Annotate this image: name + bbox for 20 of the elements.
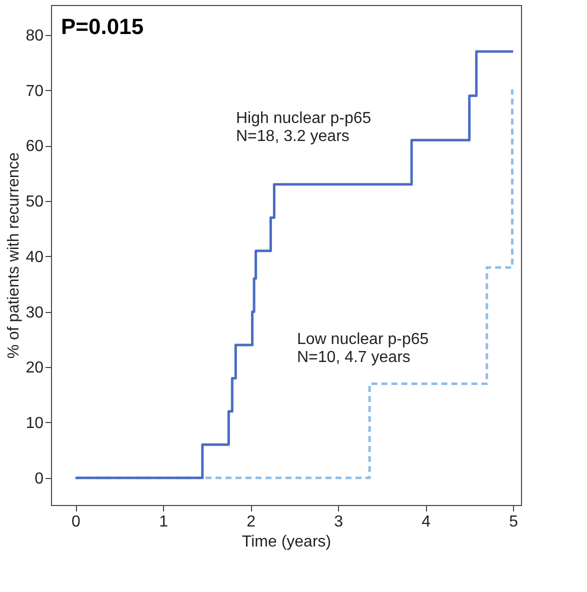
y-tick-label: 10	[26, 414, 44, 432]
y-tick-label: 70	[26, 82, 44, 100]
y-tick-label: 20	[26, 360, 44, 377]
y-tick-label: 30	[26, 304, 44, 322]
x-tick-label: 0	[72, 514, 81, 530]
x-tick-label: 1	[159, 514, 168, 530]
y-tick-label: 50	[26, 194, 44, 211]
y-axis-title: % of patients with recurrence	[6, 152, 23, 359]
y-tick-label: 40	[26, 248, 44, 266]
x-axis-title: Time (years)	[242, 534, 332, 550]
annotation: Low nuclear p-p65 N=10, 4.7 years	[297, 331, 429, 366]
annotation: P=0.015	[61, 14, 144, 39]
x-tick-label: 3	[334, 514, 344, 530]
y-tick-label: 0	[34, 470, 44, 488]
x-tick-label: 4	[422, 514, 431, 530]
y-tick-label: 60	[26, 138, 44, 156]
x-tick-label: 2	[246, 514, 256, 530]
y-tick-label: 80	[26, 27, 44, 44]
annotation: High nuclear p-p65 N=18, 3.2 years	[236, 110, 372, 145]
x-tick-label: 5	[509, 514, 518, 530]
